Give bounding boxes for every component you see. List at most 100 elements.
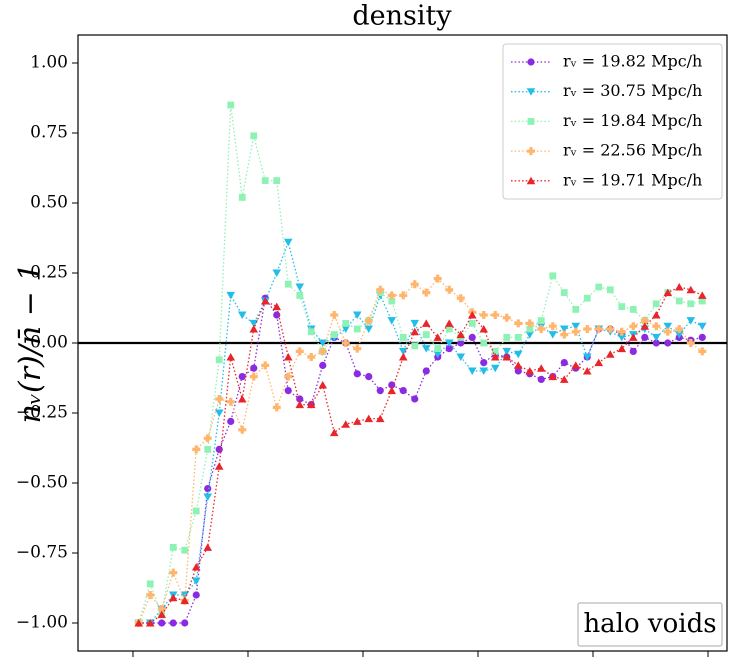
marker (444, 319, 454, 327)
marker (559, 325, 569, 333)
marker (422, 331, 430, 338)
annotation: halo voids (583, 609, 716, 639)
marker (260, 297, 270, 305)
marker (526, 325, 534, 333)
marker (467, 311, 477, 319)
marker (674, 283, 684, 291)
marker (457, 339, 465, 347)
marker (663, 288, 673, 297)
marker (145, 619, 155, 627)
marker (514, 319, 523, 328)
marker (571, 361, 581, 369)
marker (249, 372, 258, 381)
marker (583, 294, 591, 302)
marker (571, 322, 581, 331)
marker (527, 147, 536, 156)
legend-label: rᵥ = 19.71 Mpc/h (563, 170, 702, 189)
marker (674, 331, 684, 339)
y-axis-label: nᵥ(r)/n̄ − 1 (13, 263, 48, 424)
marker (490, 353, 500, 361)
marker (525, 319, 534, 328)
legend-label: rᵥ = 30.75 Mpc/h (563, 81, 702, 100)
legend-marker (527, 118, 535, 125)
marker (352, 417, 362, 425)
marker (387, 317, 397, 325)
series-line (138, 296, 703, 624)
marker (399, 334, 407, 341)
marker (422, 288, 431, 297)
annotation-box (577, 602, 723, 647)
marker (249, 325, 259, 333)
marker (560, 289, 568, 296)
marker (249, 319, 259, 328)
marker (559, 375, 569, 383)
marker (227, 101, 235, 109)
marker (296, 395, 304, 403)
marker (480, 339, 488, 347)
legend-label: rᵥ = 22.56 Mpc/h (563, 141, 702, 160)
marker (169, 544, 177, 551)
marker (319, 361, 327, 369)
marker (204, 485, 212, 493)
marker (273, 177, 281, 184)
marker (157, 605, 166, 614)
marker (548, 372, 558, 381)
marker (411, 342, 419, 350)
marker (341, 325, 351, 333)
marker (365, 373, 373, 381)
marker (687, 300, 695, 308)
marker (398, 347, 408, 356)
marker (456, 353, 466, 361)
marker (421, 319, 431, 327)
marker (283, 353, 293, 361)
marker (617, 333, 627, 342)
series-line (138, 286, 703, 624)
series-line (138, 104, 703, 624)
marker (399, 291, 408, 300)
marker (663, 327, 672, 336)
marker (204, 446, 212, 453)
marker (410, 280, 419, 289)
marker (548, 331, 558, 339)
marker (353, 370, 361, 378)
marker (341, 339, 350, 347)
marker (549, 272, 557, 280)
marker (490, 364, 500, 373)
y-tick-label: 0.75 (30, 123, 68, 143)
marker (445, 345, 453, 353)
marker (203, 493, 213, 501)
marker (410, 319, 420, 328)
marker (237, 311, 247, 319)
marker (272, 302, 282, 311)
y-tick-label: 0.00 (30, 333, 68, 353)
marker (560, 330, 569, 339)
y-tick-label: 0.50 (30, 193, 68, 213)
marker (214, 462, 224, 470)
marker (410, 327, 420, 336)
marker (272, 403, 281, 412)
marker (560, 359, 568, 367)
marker (434, 345, 442, 352)
marker (158, 619, 166, 627)
marker (318, 339, 328, 347)
marker (364, 414, 374, 423)
marker (399, 387, 407, 395)
marker (572, 306, 580, 313)
marker (398, 353, 408, 361)
legend-label: rᵥ = 19.82 Mpc/h (563, 52, 702, 71)
marker (295, 400, 305, 409)
marker (238, 194, 246, 201)
marker (353, 325, 361, 333)
marker (526, 176, 536, 185)
marker (192, 445, 201, 454)
marker (629, 347, 637, 355)
marker (595, 283, 603, 291)
y-tick-label: 1.00 (30, 53, 68, 73)
marker (686, 285, 696, 294)
marker (652, 322, 661, 331)
marker (583, 325, 592, 333)
marker (445, 285, 454, 294)
marker (307, 353, 316, 361)
y-tick-label: −1.00 (16, 613, 68, 633)
